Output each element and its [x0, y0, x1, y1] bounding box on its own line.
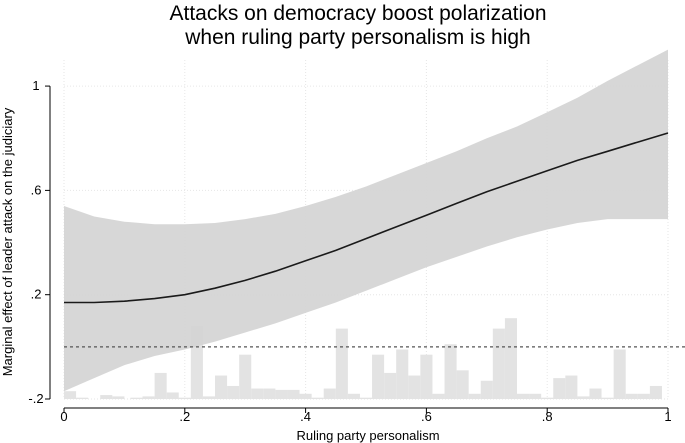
histogram-bar	[202, 396, 215, 399]
histogram-bar	[166, 392, 179, 399]
histogram-bar	[263, 388, 276, 399]
x-tick-label: 1	[664, 409, 671, 424]
histogram-bar	[275, 389, 288, 399]
histogram-bar	[178, 397, 191, 399]
y-tick-label: .6	[31, 182, 42, 197]
histogram-bar	[251, 388, 264, 399]
histogram-bar	[311, 397, 324, 399]
chart-title-line-1: Attacks on democracy boost polarization	[169, 2, 546, 25]
x-tick-label: 0	[60, 409, 67, 424]
y-tick-label: -.2	[28, 391, 43, 406]
histogram-bar	[601, 397, 614, 399]
histogram-bar	[577, 396, 590, 399]
histogram-bar	[565, 375, 578, 399]
histogram-bar	[529, 393, 542, 399]
histogram-bar	[347, 393, 360, 399]
histogram-bar	[64, 391, 77, 399]
histogram-bar	[492, 328, 505, 399]
confidence-band	[64, 49, 668, 392]
histogram-bar	[227, 385, 240, 399]
histogram-bar	[215, 375, 228, 399]
histogram-bar	[517, 393, 530, 399]
histogram-bar	[76, 397, 89, 399]
histogram	[64, 318, 662, 399]
histogram-bar	[456, 370, 469, 399]
estimate-line	[64, 132, 669, 304]
histogram-bar	[239, 354, 252, 399]
histogram-bar	[553, 378, 566, 399]
y-tick-label: 1	[32, 78, 39, 93]
histogram-bar	[444, 344, 457, 399]
chart-title: Attacks on democracy boost polarization …	[169, 2, 546, 49]
axes: -.2 .2 .6 1 0 .2 .4 .6 .8 1	[28, 78, 671, 424]
histogram-bar	[323, 388, 336, 399]
histogram-bar	[432, 393, 445, 399]
histogram-bar	[420, 354, 433, 399]
x-tick-label: .4	[300, 409, 311, 424]
y-axis-label: Marginal effect of leader attack on the …	[0, 107, 15, 376]
histogram-bar	[541, 397, 554, 399]
x-tick-label: .8	[542, 409, 553, 424]
histogram-bar	[100, 395, 113, 399]
histogram-bar	[504, 318, 517, 399]
histogram-bar	[480, 380, 493, 399]
marginal-effect-line	[64, 132, 669, 304]
histogram-bar	[625, 393, 638, 399]
histogram-bar	[396, 349, 409, 399]
histogram-bar	[613, 349, 626, 399]
histogram-bar	[408, 375, 421, 399]
histogram-bar	[299, 393, 312, 399]
histogram-bar	[637, 393, 650, 399]
histogram-bar	[589, 388, 602, 399]
x-tick-label: .2	[179, 409, 190, 424]
x-axis-label: Ruling party personalism	[296, 428, 439, 443]
histogram-bar	[372, 354, 385, 399]
chart-title-line-2: when ruling party personalism is high	[184, 26, 531, 49]
histogram-bar	[649, 385, 662, 399]
histogram-bar	[112, 396, 125, 399]
histogram-bar	[468, 393, 481, 399]
ci-band	[64, 49, 668, 392]
histogram-bar	[384, 372, 397, 399]
histogram-bar	[142, 396, 155, 399]
histogram-bar	[154, 372, 167, 399]
y-tick-label: .2	[31, 287, 42, 302]
histogram-bar	[335, 328, 348, 399]
x-tick-label: .6	[421, 409, 432, 424]
histogram-bar	[287, 389, 300, 399]
histogram-bar	[359, 397, 373, 399]
histogram-bar	[130, 397, 143, 399]
